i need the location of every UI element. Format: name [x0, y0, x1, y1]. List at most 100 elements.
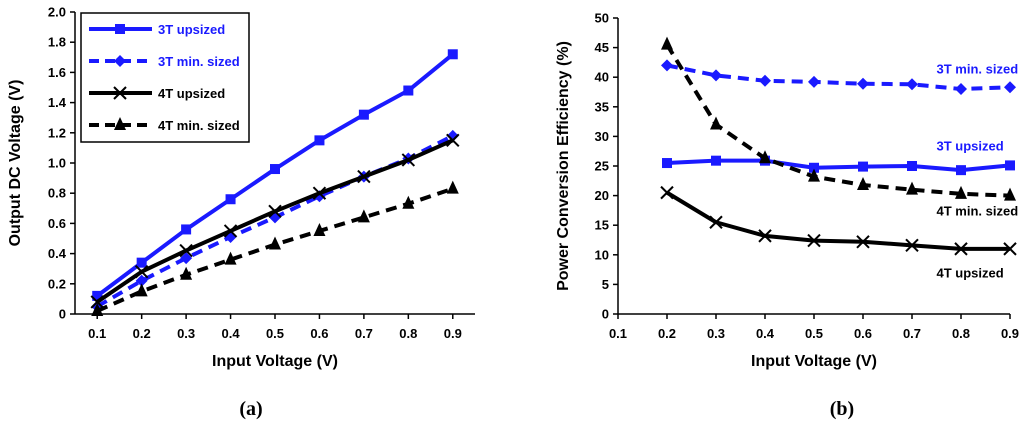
x-axis-label: Input Voltage (V)	[751, 353, 877, 370]
data-point-3t-upsized	[956, 165, 966, 176]
legend-label-3t-min-sized: 3T min. sized	[158, 54, 240, 69]
y-tick-label: 0	[59, 307, 66, 322]
y-tick-label: 5	[602, 277, 609, 292]
x-tick-label: 0.4	[222, 326, 241, 341]
data-point-4t-min-sized	[661, 36, 673, 50]
y-tick-label: 1.4	[48, 95, 67, 110]
data-point-4t-upsized	[1003, 242, 1017, 256]
series-4t-min-sized	[91, 180, 459, 316]
y-tick-label: 0.4	[48, 246, 67, 261]
y-axis-label: Output DC Voltage (V)	[7, 80, 24, 247]
data-point-4t-upsized	[807, 233, 821, 248]
series-4t-upsized	[660, 185, 1017, 256]
data-point-3t-min-sized	[906, 78, 918, 91]
data-point-3t-min-sized	[446, 129, 459, 142]
data-point-4t-upsized	[905, 238, 919, 253]
chart-a: 0 0.2 0.4 0.6 0.8 1.0 1.2 1.4 1.6 1.8 2.0 0.1 0.2 0.3…	[7, 5, 475, 420]
data-point-4t-upsized	[357, 169, 371, 184]
legend-marker-3t-upsized	[115, 24, 125, 34]
x-tick-label: 0.8	[952, 326, 970, 341]
series-line-3t-upsized	[666, 158, 1011, 173]
series-line-4t-min-sized	[96, 186, 454, 313]
data-point-4t-min-sized	[906, 181, 918, 195]
data-point-3t-min-sized	[857, 77, 869, 90]
data-point-3t-min-sized	[808, 75, 820, 88]
y-tick-label: 0.8	[48, 186, 66, 201]
data-point-4t-min-sized	[357, 209, 370, 223]
data-point-4t-min-sized	[808, 168, 820, 182]
legend-marker-4t-upsized	[113, 86, 127, 100]
data-point-4t-upsized	[90, 295, 104, 309]
y-tick-label: 50	[595, 11, 609, 26]
x-tick-label: 0.8	[399, 326, 417, 341]
data-point-3t-min-sized	[1004, 81, 1016, 94]
data-point-4t-min-sized	[1004, 187, 1016, 201]
data-point-4t-min-sized	[224, 251, 237, 265]
data-point-4t-upsized	[660, 185, 674, 200]
data-point-4t-upsized	[179, 243, 193, 258]
y-tick-label: 30	[595, 129, 609, 144]
y-tick-label: 0.6	[48, 216, 66, 231]
data-point-4t-min-sized	[759, 150, 771, 164]
chart-b: 0 5 10 15 20 25 30 35 40 45 50 0.1 0.2 0.3 0.4 0.5 0.6 0.…	[555, 11, 1019, 421]
x-tick-label: 0.1	[88, 326, 106, 341]
y-tick-label: 35	[595, 99, 609, 114]
legend-marker-4t-min-sized	[114, 117, 126, 130]
y-tick-label: 0.2	[48, 276, 66, 291]
data-point-4t-upsized	[134, 265, 149, 279]
y-tick-label: 2.0	[48, 5, 66, 20]
legend-label-4t-upsized: 4T upsized	[158, 86, 225, 101]
data-point-4t-upsized	[954, 242, 968, 256]
x-tick-label: 0.3	[177, 326, 195, 341]
x-tick-label: 0.2	[658, 326, 676, 341]
data-point-4t-min-sized	[446, 180, 459, 194]
legend-label-3t-upsized: 3T upsized	[158, 22, 225, 37]
data-point-3t-upsized	[92, 290, 103, 301]
data-point-3t-upsized	[358, 109, 369, 120]
data-point-4t-min-sized	[269, 236, 281, 250]
x-tick-label: 0.9	[444, 326, 462, 341]
series-3t-upsized	[92, 49, 458, 301]
series-3t-upsized	[662, 155, 1015, 176]
series-line-4t-min-sized	[665, 43, 1011, 198]
data-point-3t-upsized	[662, 158, 672, 169]
x-tick-label: 0.1	[609, 326, 627, 341]
y-tick-label: 0	[602, 307, 609, 322]
data-point-4t-min-sized	[955, 185, 967, 199]
annotation-3t-upsized: 3T upsized	[937, 138, 1004, 153]
x-tick-label: 0.3	[707, 326, 725, 341]
y-tick-label: 20	[595, 188, 609, 203]
panel-label: (a)	[239, 398, 262, 420]
data-point-4t-upsized	[446, 133, 460, 148]
annotation-4t-min-sized: 4T min. sized	[937, 203, 1019, 218]
x-tick-label: 0.9	[1001, 326, 1019, 341]
series-3t-min-sized	[661, 59, 1016, 96]
data-point-4t-min-sized	[180, 266, 193, 280]
y-tick-label: 1.0	[48, 156, 66, 171]
panel-label: (b)	[830, 398, 854, 420]
data-point-3t-min-sized	[661, 59, 673, 72]
data-point-4t-min-sized	[91, 302, 104, 316]
data-point-3t-upsized	[136, 257, 147, 268]
data-point-4t-min-sized	[402, 195, 415, 209]
x-tick-label: 0.7	[903, 326, 921, 341]
data-point-4t-min-sized	[135, 283, 148, 297]
legend-marker-3t-min-sized	[114, 55, 126, 67]
data-point-3t-min-sized	[180, 252, 193, 265]
data-point-3t-upsized	[314, 135, 325, 146]
data-point-4t-upsized	[223, 224, 238, 238]
series-4t-min-sized	[661, 36, 1016, 201]
series-line-4t-upsized	[665, 190, 1010, 251]
y-tick-label: 10	[595, 247, 609, 262]
legend-label-4t-min-sized: 4T min. sized	[158, 118, 240, 133]
data-point-4t-upsized	[401, 153, 416, 167]
annotation-4t-upsized: 4T upsized	[937, 266, 1004, 281]
curve-annotations: 3T min. sized 3T upsized 4T min. sized 4T u…	[937, 61, 1019, 280]
y-tick-label: 40	[595, 70, 609, 85]
data-point-4t-upsized	[709, 215, 723, 229]
data-point-3t-upsized	[447, 49, 458, 60]
data-point-3t-upsized	[907, 161, 917, 171]
y-tick-label: 15	[595, 218, 609, 233]
data-point-3t-upsized	[270, 164, 280, 175]
